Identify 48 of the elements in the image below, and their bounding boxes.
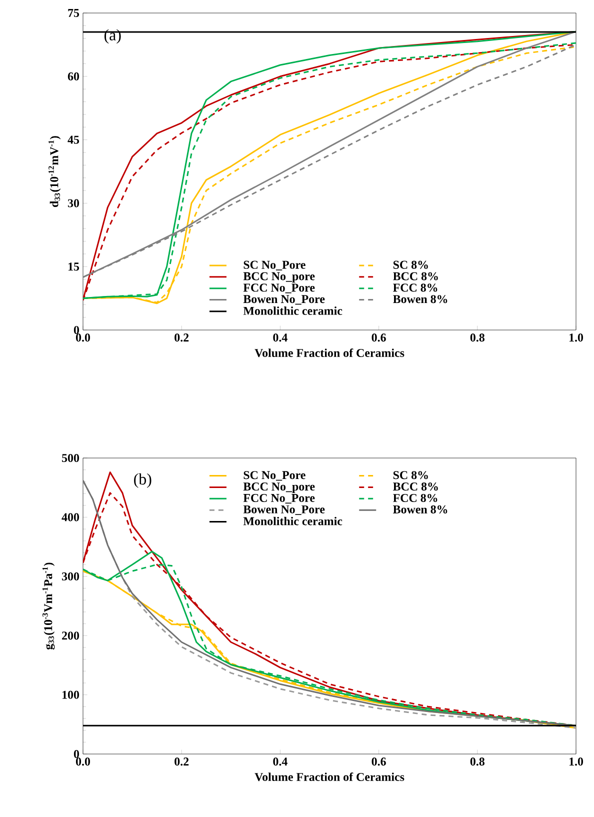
y-axis-title: d$_{33}$(10$^{-12}$mV$^{-1}$): [48, 136, 61, 207]
y-tick-label: 300: [62, 572, 80, 580]
x-tick-label: 0.6: [372, 758, 386, 766]
legend-label: BCC 8%: [393, 482, 438, 491]
legend-label: SC No_Pore: [244, 260, 306, 270]
annotation: (a): [104, 29, 121, 44]
annotation: (b): [134, 473, 152, 488]
x-tick-label: 1.0: [569, 758, 584, 766]
x-tick-label: 0.4: [273, 334, 288, 342]
legend-label: SC 8%: [393, 260, 428, 269]
y-tick-label: 400: [62, 513, 80, 522]
y-tick-label: 15: [68, 262, 80, 271]
legend-label: FCC 8%: [393, 284, 438, 292]
legend-label: Bowen No_Pore: [243, 505, 325, 515]
y-tick-label: 30: [68, 199, 80, 208]
x-tick-label: 0.2: [174, 334, 189, 342]
y-tick-label: 75: [68, 9, 80, 17]
y-tick-label: 500: [62, 454, 80, 462]
text: g$_{33}$(10$^{-3}$Vm$^{-1}$Pa$^{-1}$): [42, 562, 55, 650]
legend-label: FCC 8%: [393, 494, 438, 502]
legend-label: SC No_Pore: [244, 471, 306, 481]
x-tick-label: 0.6: [372, 334, 386, 342]
legend-label: BCC No_pore: [243, 482, 315, 493]
x-tick-label: 0.0: [76, 334, 90, 342]
legend-label: FCC No_Pore: [243, 284, 315, 294]
y-tick-label: 0: [74, 326, 80, 334]
legend-label: SC 8%: [393, 471, 428, 480]
y-tick-label: 60: [68, 72, 80, 80]
legend-label: Bowen 8%: [393, 295, 448, 304]
y-tick-label: 100: [62, 690, 80, 699]
x-tick-label: 0.4: [273, 758, 288, 766]
x-tick-label: 1.0: [569, 334, 584, 342]
legend-label: Monolithic ceramic: [243, 516, 342, 526]
y-tick-label: 45: [68, 136, 80, 144]
x-axis-title: Volume Fraction of Ceramics: [254, 348, 404, 358]
legend-label: BCC 8%: [393, 272, 438, 280]
legend-label: FCC No_Pore: [243, 494, 315, 504]
legend-label: Bowen 8%: [393, 505, 448, 514]
x-tick-label: 0.2: [174, 758, 189, 766]
x-tick-label: 0.8: [470, 758, 484, 766]
x-axis-title: Volume Fraction of Ceramics: [254, 772, 404, 782]
legend-label: BCC No_pore: [243, 272, 315, 283]
y-tick-label: 200: [62, 632, 80, 640]
x-tick-label: 0.0: [76, 758, 90, 766]
legend-label: Bowen No_Pore: [243, 295, 325, 305]
x-tick-label: 0.8: [470, 334, 484, 342]
legend-label: Monolithic ceramic: [243, 306, 342, 315]
y-tick-label: 0: [74, 750, 80, 758]
